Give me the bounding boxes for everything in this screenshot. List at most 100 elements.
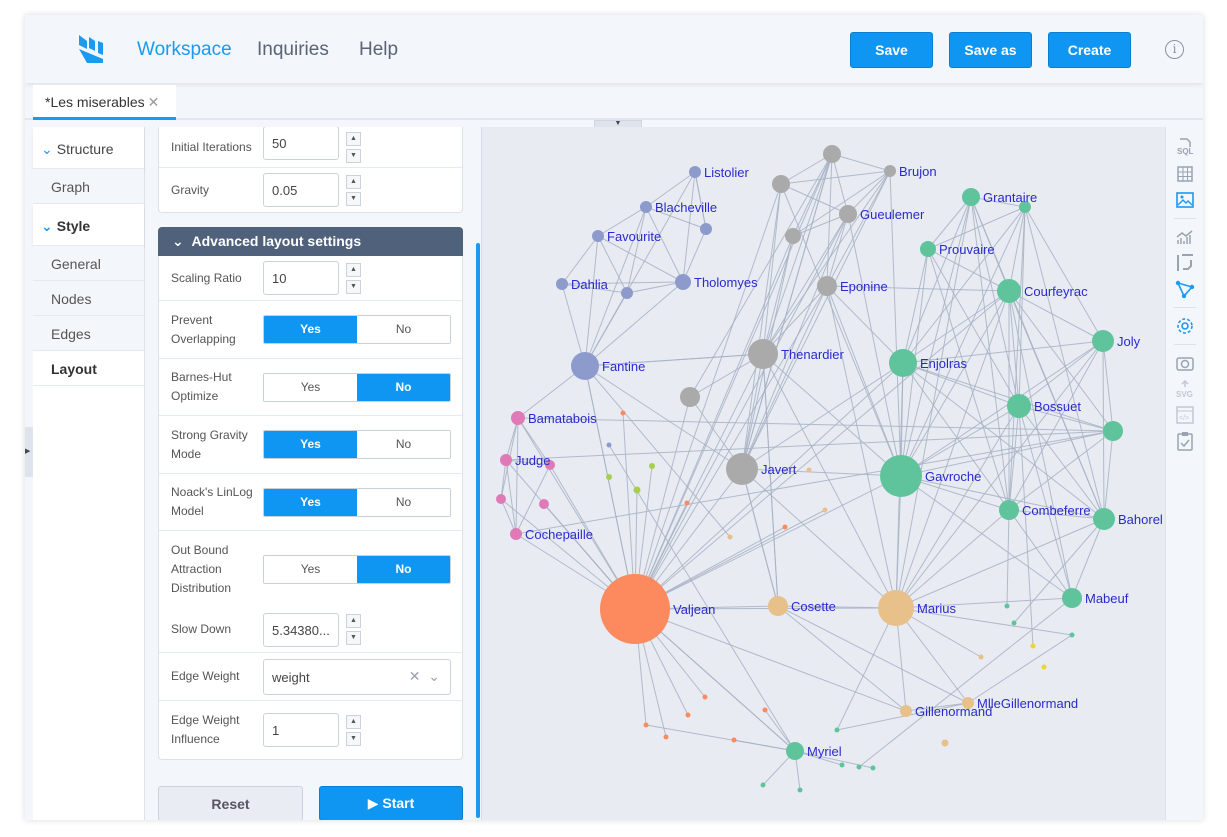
graph-node[interactable] (640, 201, 652, 213)
graph-node[interactable] (592, 230, 604, 242)
graph-node[interactable] (999, 500, 1019, 520)
graph-node[interactable] (884, 165, 896, 177)
graph-node[interactable] (643, 722, 649, 728)
sql-icon[interactable]: SQL (1166, 135, 1203, 161)
svg-export-icon[interactable]: SVG (1166, 376, 1203, 402)
graph-node[interactable] (1069, 632, 1075, 638)
sidebar-section-structure[interactable]: ⌄ Structure (33, 127, 144, 169)
sidebar-item-layout[interactable]: Layout (33, 351, 144, 386)
increment-icon[interactable]: ▲ (346, 614, 361, 628)
close-icon[interactable]: ✕ (147, 94, 160, 110)
slow-down-input[interactable]: 5.34380... (263, 612, 339, 647)
graph-node[interactable] (727, 534, 733, 540)
edge-weight-select[interactable]: weight ✕ ⌄ (263, 658, 451, 695)
stepper[interactable]: ▲ ▼ (346, 262, 361, 294)
image-icon[interactable] (1166, 187, 1203, 213)
graph-node[interactable] (689, 166, 701, 178)
graph-node[interactable] (870, 765, 876, 771)
toggle-no[interactable]: No (357, 373, 450, 401)
panel-scrollbar[interactable] (476, 243, 480, 818)
graph-node[interactable] (702, 694, 708, 700)
increment-icon[interactable]: ▲ (346, 174, 361, 189)
graph-node[interactable] (1093, 508, 1115, 530)
graph-node[interactable] (889, 349, 917, 377)
graph-node[interactable] (600, 574, 670, 644)
camera-icon[interactable] (1166, 350, 1203, 376)
graph-node[interactable] (1019, 201, 1031, 213)
graph-node[interactable] (1030, 643, 1036, 649)
graph-node[interactable] (768, 596, 788, 616)
graph-node[interactable] (680, 387, 700, 407)
stepper[interactable]: ▲ ▼ (346, 174, 361, 206)
clipboard-icon[interactable] (1166, 428, 1203, 454)
toggle-no[interactable]: No (357, 316, 450, 343)
graph-node[interactable] (621, 287, 633, 299)
scaling-ratio-input[interactable]: 10 (263, 261, 339, 295)
graph-node[interactable] (880, 455, 922, 497)
reset-button[interactable]: Reset (158, 786, 303, 820)
graph-node[interactable] (962, 188, 980, 206)
increment-icon[interactable]: ▲ (346, 714, 361, 729)
graph-node[interactable] (556, 278, 568, 290)
graph-node[interactable] (920, 241, 936, 257)
start-button[interactable]: ▶ Start (319, 786, 463, 820)
graph-node[interactable] (649, 463, 655, 469)
graph-node[interactable] (684, 500, 690, 506)
increment-icon[interactable]: ▲ (346, 262, 361, 277)
graph-node[interactable] (685, 712, 691, 718)
info-icon[interactable]: i (1165, 40, 1184, 59)
graph-node[interactable] (1011, 620, 1017, 626)
graph-node[interactable] (1062, 588, 1082, 608)
edge-weight-influence-input[interactable]: 1 (263, 713, 339, 747)
gear-icon[interactable] (1166, 313, 1203, 339)
graph-canvas[interactable]: Listolier Blacheville Favourite Dahlia Tholo… (481, 127, 1165, 820)
embed-icon[interactable]: </> (1166, 402, 1203, 428)
graph-node[interactable] (539, 499, 549, 509)
graph-node[interactable] (1007, 394, 1031, 418)
increment-icon[interactable]: ▲ (346, 131, 361, 146)
graph-icon[interactable] (1166, 276, 1203, 302)
decrement-icon[interactable]: ▼ (346, 279, 361, 294)
graph-node[interactable] (822, 507, 828, 513)
graph-node[interactable] (748, 339, 778, 369)
graph-node[interactable] (1004, 603, 1010, 609)
toggle-yes[interactable]: Yes (264, 488, 357, 516)
network-graph[interactable]: Listolier Blacheville Favourite Dahlia Tholo… (482, 127, 1166, 820)
graph-node[interactable] (878, 590, 914, 626)
toggle-no[interactable]: No (357, 555, 450, 583)
graph-node[interactable] (782, 524, 788, 530)
graph-node[interactable] (786, 742, 804, 760)
nav-workspace[interactable]: Workspace (137, 39, 232, 60)
chart-icon[interactable] (1166, 224, 1203, 250)
nav-inquiries[interactable]: Inquiries (257, 39, 329, 60)
decrement-icon[interactable]: ▼ (346, 731, 361, 746)
clear-and-chevron-icon[interactable]: ✕ ⌄ (408, 667, 440, 684)
table-icon[interactable] (1166, 161, 1203, 187)
create-button[interactable]: Create (1048, 32, 1131, 68)
graph-node[interactable] (1041, 664, 1047, 670)
gravity-input[interactable]: 0.05 (263, 173, 339, 207)
nav-help[interactable]: Help (359, 39, 399, 60)
graph-node[interactable] (839, 205, 857, 223)
graph-node[interactable] (700, 223, 712, 235)
sidebar-item-nodes[interactable]: Nodes (33, 281, 144, 316)
sidebar-item-general[interactable]: General (33, 246, 144, 281)
graph-node[interactable] (772, 175, 790, 193)
graph-node[interactable] (510, 528, 522, 540)
graph-node[interactable] (1103, 421, 1123, 441)
decrement-icon[interactable]: ▼ (346, 148, 361, 163)
graph-node[interactable] (997, 279, 1021, 303)
graph-node[interactable] (633, 486, 641, 494)
graph-node[interactable] (496, 494, 506, 504)
graph-node[interactable] (834, 727, 840, 733)
sidebar-item-graph[interactable]: Graph (33, 169, 144, 204)
tab-les-miserables[interactable]: *Les miserables ✕ (33, 85, 176, 120)
toggle-no[interactable]: No (357, 431, 450, 458)
graph-node[interactable] (500, 454, 512, 466)
graph-node[interactable] (606, 474, 612, 480)
toggle-no[interactable]: No (357, 488, 450, 516)
graph-node[interactable] (545, 460, 555, 470)
sidebar-section-style[interactable]: ⌄ Style (33, 204, 144, 246)
sidebar-expand-handle[interactable]: ▶ (25, 427, 33, 477)
graph-node[interactable] (856, 764, 862, 770)
